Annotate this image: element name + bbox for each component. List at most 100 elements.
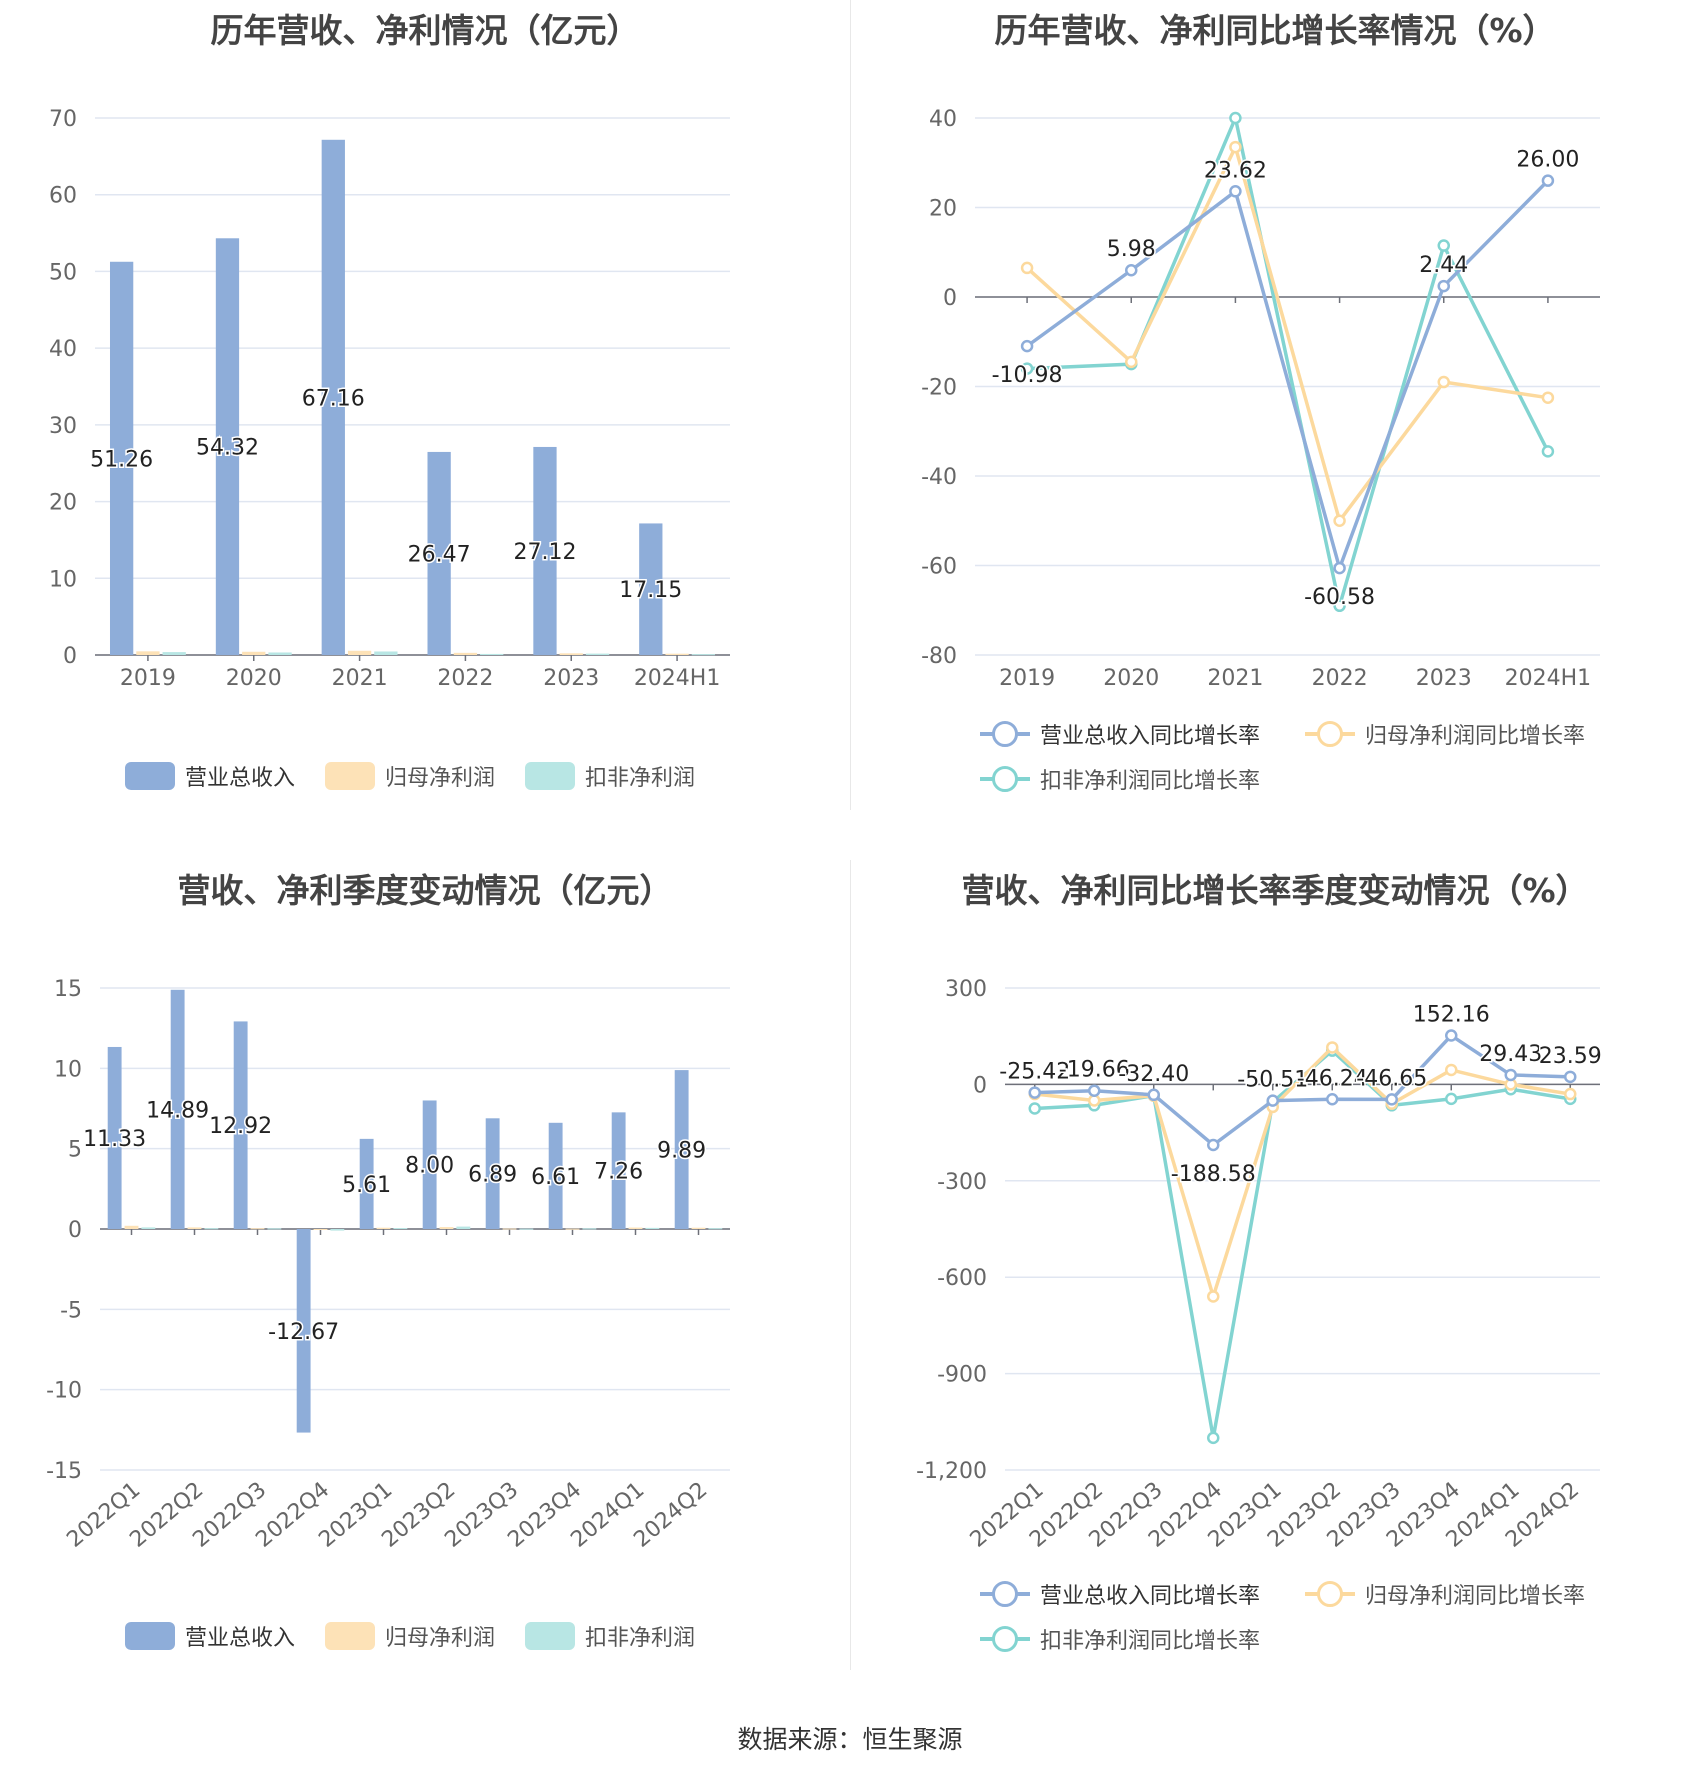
data-point-1 xyxy=(1445,1063,1458,1077)
bar-0 xyxy=(611,1112,626,1229)
legend-item[interactable]: 扣非净利润同比增长率 xyxy=(980,1623,1260,1655)
bar-0 xyxy=(170,989,185,1229)
bar-2 xyxy=(374,651,398,655)
chart-title: 历年营收、净利情况（亿元） xyxy=(210,11,640,50)
data-point-0 xyxy=(1147,1088,1160,1102)
legend-label: 归母净利润同比增长率 xyxy=(1365,724,1586,749)
series-line-2 xyxy=(1027,112,1550,607)
legend-item[interactable]: 营业总收入 xyxy=(125,760,295,792)
x-tick-label: 2024H1 xyxy=(634,666,721,691)
legend-item[interactable]: 扣非净利润同比增长率 xyxy=(980,763,1260,795)
data-point-0 xyxy=(1266,1094,1279,1107)
data-point-2 xyxy=(1229,111,1242,125)
series-line-0 xyxy=(1034,1033,1571,1148)
chart-plot: -1,200-900-600-30003002022Q12022Q22022Q3… xyxy=(916,977,1603,1553)
data-point-1 xyxy=(1229,140,1242,154)
x-tick-label: 2024H1 xyxy=(1505,666,1592,691)
data-label: 2.44 xyxy=(1419,253,1468,278)
x-tick-label: 2020 xyxy=(1103,666,1159,691)
data-label: 51.26 xyxy=(90,447,153,472)
x-tick-label: 2021 xyxy=(1207,666,1263,691)
data-label: -46.24 xyxy=(1297,1066,1368,1091)
legend-label: 扣非净利润 xyxy=(585,1626,696,1651)
bar-0 xyxy=(215,238,240,655)
bar-0 xyxy=(296,1229,311,1433)
data-label: 17.15 xyxy=(619,578,682,603)
y-tick-label: 40 xyxy=(49,337,77,362)
data-label: -12.67 xyxy=(268,1320,339,1345)
data-point-0 xyxy=(1326,1093,1339,1106)
data-point-2 xyxy=(1541,445,1555,458)
bar-0 xyxy=(359,1138,374,1229)
bar-2 xyxy=(162,652,186,655)
legend-item[interactable]: 扣非净利润 xyxy=(525,760,695,792)
data-label: -19.66 xyxy=(1059,1058,1130,1083)
legend-item[interactable]: 归母净利润同比增长率 xyxy=(1305,718,1585,750)
annual-growth-rate-chart: 历年营收、净利同比增长率情况（%） -80 -60 -40 -20 0 20 40 2019 2… xyxy=(850,0,1700,870)
data-label: -50.51 xyxy=(1237,1068,1308,1093)
legend-item[interactable]: 营业总收入同比增长率 xyxy=(980,1578,1260,1610)
data-label: -10.98 xyxy=(992,363,1063,388)
series-line-0 xyxy=(1026,179,1550,574)
data-label: 5.98 xyxy=(1107,237,1156,262)
data-label: 54.32 xyxy=(196,436,259,461)
data-point-1 xyxy=(1437,375,1450,389)
data-point-2 xyxy=(1333,599,1346,613)
legend-swatch xyxy=(125,762,175,790)
y-tick-label: 60 xyxy=(49,184,77,209)
y-tick-label: -15 xyxy=(46,1459,82,1484)
data-point-1 xyxy=(1541,391,1555,404)
bar-2 xyxy=(141,1227,156,1229)
legend-swatch xyxy=(980,1580,1030,1608)
legend-item[interactable]: 归母净利润 xyxy=(325,760,495,792)
legend-item[interactable]: 营业总收入 xyxy=(125,1620,295,1652)
bar-1 xyxy=(691,1227,706,1229)
bar-2 xyxy=(585,653,610,655)
bar-0 xyxy=(533,446,557,655)
data-point-1 xyxy=(1564,1087,1577,1101)
legend-label: 营业总收入 xyxy=(185,1626,296,1651)
x-tick-label: 2023 xyxy=(543,666,599,691)
data-label: 14.89 xyxy=(146,1098,209,1123)
legend-swatch xyxy=(525,762,575,790)
y-tick-label: -900 xyxy=(937,1363,987,1388)
series-line-2 xyxy=(1034,1048,1571,1439)
y-tick-label: 20 xyxy=(49,491,77,516)
data-label: -25.42 xyxy=(999,1060,1070,1085)
y-tick-label: -40 xyxy=(921,465,957,490)
series-line-1 xyxy=(1034,1045,1571,1303)
bar-0 xyxy=(109,261,134,655)
x-tick-label: 2020 xyxy=(226,666,282,691)
y-tick-label: 40 xyxy=(929,107,957,132)
bar-2 xyxy=(645,1227,660,1229)
data-point-0 xyxy=(1564,1070,1577,1084)
legend-item[interactable]: 扣非净利润 xyxy=(525,1620,695,1652)
data-label: 6.61 xyxy=(531,1165,580,1190)
legend-item[interactable]: 营业总收入同比增长率 xyxy=(980,718,1260,750)
legend-item[interactable]: 归母净利润 xyxy=(325,1620,495,1652)
x-tick-label: 2019 xyxy=(120,666,176,691)
bar-2 xyxy=(268,652,292,655)
data-label: -46.65 xyxy=(1356,1066,1427,1091)
bar-2 xyxy=(582,1228,597,1230)
legend-swatch xyxy=(980,720,1030,748)
data-label: 7.26 xyxy=(594,1160,643,1185)
legend-swatch xyxy=(325,1622,375,1650)
bar-1 xyxy=(453,652,478,655)
y-tick-label: -5 xyxy=(60,1298,82,1323)
data-label: 152.16 xyxy=(1413,1003,1490,1028)
y-tick-label: 5 xyxy=(68,1138,82,1163)
legend-swatch xyxy=(325,762,375,790)
bar-0 xyxy=(639,523,663,655)
bar-0 xyxy=(674,1070,689,1229)
legend-item[interactable]: 归母净利润同比增长率 xyxy=(1305,1578,1585,1610)
y-tick-label: -20 xyxy=(921,376,957,401)
legend-swatch xyxy=(980,765,1030,793)
data-point-1 xyxy=(1333,514,1346,527)
y-tick-label: 10 xyxy=(49,567,77,592)
data-label: 27.12 xyxy=(513,540,576,565)
y-tick-label: 15 xyxy=(54,977,82,1002)
data-source: 数据来源：恒生聚源 xyxy=(737,1725,963,1754)
data-label: 8.00 xyxy=(405,1154,454,1179)
data-point-2 xyxy=(1207,1431,1220,1445)
